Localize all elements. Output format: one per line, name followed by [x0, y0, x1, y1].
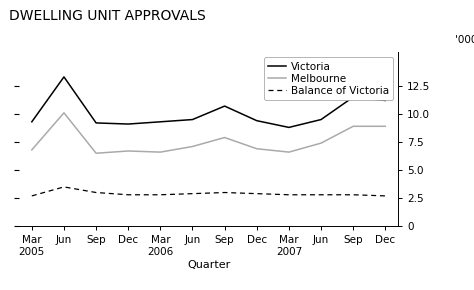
Balance of Victoria — [350, 193, 356, 197]
Balance of Victoria — [190, 192, 195, 195]
Balance of Victoria — [157, 193, 163, 197]
Victoria — [29, 120, 35, 124]
Victoria — [286, 126, 292, 129]
Melbourne — [157, 151, 163, 154]
Balance of Victoria — [222, 191, 228, 194]
Text: DWELLING UNIT APPROVALS: DWELLING UNIT APPROVALS — [9, 9, 206, 23]
Victoria — [61, 75, 67, 79]
Melbourne — [126, 149, 131, 153]
Melbourne — [286, 151, 292, 154]
Balance of Victoria — [126, 193, 131, 197]
Victoria — [126, 122, 131, 126]
Balance of Victoria — [286, 193, 292, 197]
Victoria — [157, 120, 163, 124]
Legend: Victoria, Melbourne, Balance of Victoria: Victoria, Melbourne, Balance of Victoria — [264, 57, 393, 100]
Melbourne — [190, 145, 195, 148]
Victoria — [383, 99, 388, 102]
Melbourne — [29, 148, 35, 152]
Victoria — [190, 118, 195, 121]
Balance of Victoria — [383, 194, 388, 197]
Line: Victoria: Victoria — [32, 77, 385, 127]
X-axis label: Quarter: Quarter — [187, 260, 230, 270]
Melbourne — [93, 151, 99, 155]
Balance of Victoria — [93, 191, 99, 194]
Melbourne — [254, 147, 260, 151]
Balance of Victoria — [254, 192, 260, 195]
Victoria — [222, 104, 228, 108]
Melbourne — [350, 124, 356, 128]
Melbourne — [383, 124, 388, 128]
Melbourne — [61, 111, 67, 115]
Balance of Victoria — [61, 185, 67, 189]
Line: Balance of Victoria: Balance of Victoria — [32, 187, 385, 196]
Melbourne — [222, 136, 228, 139]
Balance of Victoria — [29, 194, 35, 197]
Melbourne — [318, 142, 324, 145]
Y-axis label: '000: '000 — [455, 35, 474, 45]
Balance of Victoria — [318, 193, 324, 197]
Victoria — [93, 121, 99, 125]
Victoria — [350, 95, 356, 99]
Line: Melbourne: Melbourne — [32, 113, 385, 153]
Victoria — [318, 118, 324, 121]
Victoria — [254, 119, 260, 122]
